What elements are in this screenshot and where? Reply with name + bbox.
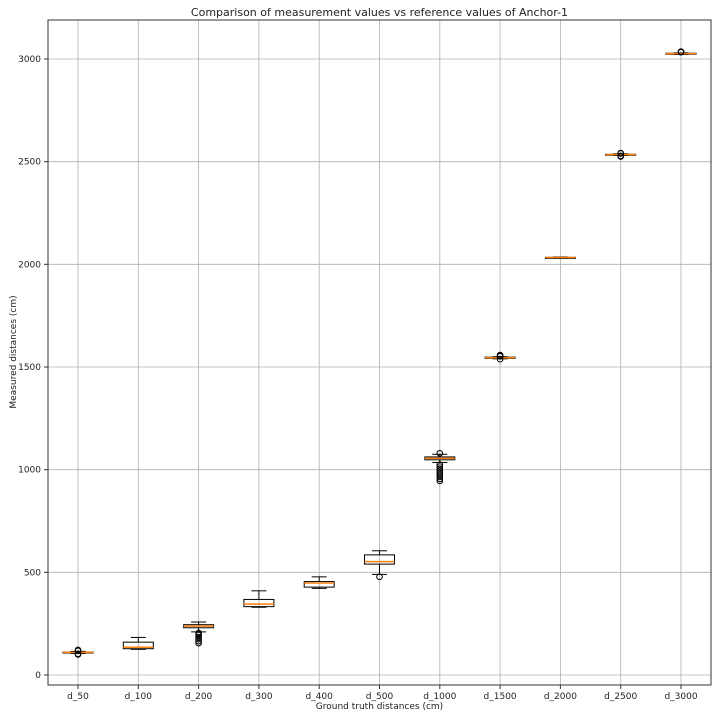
box-d-300 — [243, 590, 275, 608]
x-tick-label: d_100 — [125, 692, 153, 702]
box-d-2500 — [605, 149, 637, 160]
y-tick-label: 0 — [35, 671, 41, 681]
box-d-200 — [183, 621, 215, 647]
iqr-box — [122, 641, 154, 650]
x-tick-label: d_2000 — [544, 692, 577, 702]
x-tick-label: d_300 — [245, 692, 273, 702]
y-tick-label: 2500 — [18, 158, 41, 168]
x-tick-label: d_3000 — [664, 692, 697, 702]
flier-point — [195, 639, 202, 647]
flier-point — [436, 475, 444, 483]
box-d-3000 — [665, 48, 697, 56]
y-tick-label: 1500 — [18, 363, 41, 373]
x-tick-label: d_200 — [185, 692, 213, 702]
flier-point — [195, 633, 202, 641]
flier-point — [195, 629, 202, 637]
box-d-50 — [62, 646, 94, 658]
box-d-100 — [122, 636, 154, 650]
boxes — [62, 48, 697, 658]
box-d-2000 — [544, 256, 576, 259]
flier-point — [677, 48, 685, 55]
x-axis-label: Ground truth distances (cm) — [316, 702, 443, 712]
chart-title: Comparison of measurement values vs refe… — [190, 6, 569, 19]
flier-point — [436, 477, 444, 485]
grid-lines — [48, 20, 711, 685]
x-tick-label: d_2500 — [604, 692, 637, 702]
flier-point — [436, 473, 444, 481]
x-tick-label: d_1500 — [484, 692, 517, 702]
flier-point — [195, 637, 202, 645]
flier-point — [74, 650, 82, 658]
flier-point — [496, 355, 504, 363]
x-tick-label: d_500 — [366, 692, 394, 702]
iqr-box — [243, 598, 275, 608]
flier-point — [436, 465, 444, 472]
flier-point — [436, 471, 444, 479]
iqr-box — [364, 554, 395, 565]
y-axis-label: Measured distances (cm) — [9, 295, 19, 408]
flier-point — [436, 469, 444, 477]
x-tick-label: d_50 — [67, 692, 89, 702]
y-tick-label: 500 — [24, 568, 41, 578]
flier-point — [436, 467, 444, 474]
iqr-box — [303, 581, 335, 588]
flier-point — [376, 573, 383, 581]
x-tick-label: d_400 — [305, 692, 333, 702]
flier-point — [436, 463, 444, 470]
box-d-1500 — [484, 351, 516, 363]
y-tick-label: 1000 — [18, 466, 41, 476]
x-axis-ticks: d_50 d_100 d_200 d_300 d_400 d_500 d_1000 d_150… — [67, 685, 698, 702]
flier-point — [74, 646, 82, 654]
flier-point — [496, 351, 504, 359]
flier-point — [617, 152, 625, 160]
flier-point — [436, 461, 444, 468]
y-tick-label: 3000 — [18, 55, 41, 65]
flier-point — [617, 149, 625, 157]
box-d-500 — [364, 550, 395, 581]
flier-point — [436, 449, 444, 457]
box-d-1000 — [424, 449, 456, 485]
box-d-400 — [303, 576, 335, 589]
y-axis-ticks: 0 500 1000 1500 2000 2500 3000 — [18, 55, 48, 681]
y-tick-label: 2000 — [18, 260, 41, 270]
x-tick-label: d_1000 — [423, 692, 456, 702]
